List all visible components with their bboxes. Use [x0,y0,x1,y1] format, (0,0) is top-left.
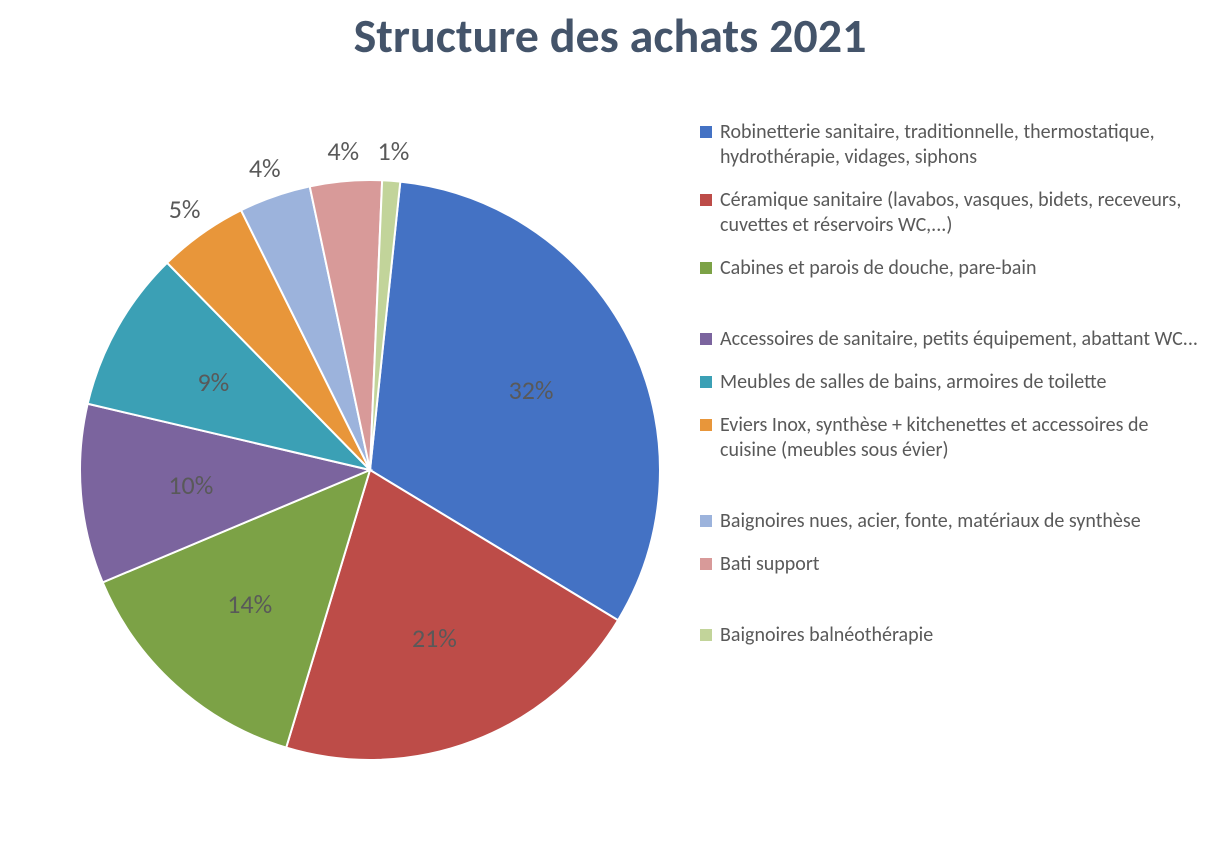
legend-label: Robinetterie sanitaire, traditionnelle, … [720,120,1200,170]
legend-label: Meubles de salles de bains, armoires de … [720,370,1200,395]
slice-percent-label: 4% [249,152,281,184]
slice-percent-label: 21% [412,622,457,654]
legend-swatch [700,515,712,527]
pie-chart-area: 32% 21% 14% 10% 9% 5% 4% 4% 1% [40,100,660,810]
legend-item: Baignoires balnéothérapie [700,623,1200,648]
legend-swatch [700,262,712,274]
legend-swatch [700,629,712,641]
legend-label: Céramique sanitaire (lavabos, vasques, b… [720,188,1200,238]
legend-item: Bati support [700,552,1200,577]
legend-item: Eviers Inox, synthèse + kitchenettes et … [700,413,1200,463]
legend-label: Baignoires balnéothérapie [720,623,1200,648]
legend-swatch [700,126,712,138]
slice-percent-label: 14% [227,588,272,620]
slice-percent-label: 32% [509,374,554,406]
legend-swatch [700,376,712,388]
chart-legend: Robinetterie sanitaire, traditionnelle, … [700,120,1200,666]
legend-item: Céramique sanitaire (lavabos, vasques, b… [700,188,1200,238]
legend-label: Eviers Inox, synthèse + kitchenettes et … [720,413,1200,463]
legend-item: Robinetterie sanitaire, traditionnelle, … [700,120,1200,170]
legend-item: Accessoires de sanitaire, petits équipem… [700,327,1200,352]
pie-chart-svg [40,100,660,810]
legend-swatch [700,419,712,431]
slice-percent-label: 1% [378,135,410,167]
legend-label: Accessoires de sanitaire, petits équipem… [720,327,1200,352]
slice-percent-label: 10% [168,469,213,501]
legend-item: Meubles de salles de bains, armoires de … [700,370,1200,395]
legend-item: Cabines et parois de douche, pare-bain [700,256,1200,281]
slice-percent-label: 4% [327,135,359,167]
slice-percent-label: 5% [169,193,201,225]
legend-label: Baignoires nues, acier, fonte, matériaux… [720,509,1200,534]
chart-container: Structure des achats 2021 32% 21% 14% 10% 9%… [0,0,1220,854]
slice-percent-label: 9% [197,366,229,398]
legend-item: Baignoires nues, acier, fonte, matériaux… [700,509,1200,534]
legend-label: Bati support [720,552,1200,577]
legend-swatch [700,558,712,570]
legend-swatch [700,194,712,206]
chart-title: Structure des achats 2021 [0,6,1220,65]
legend-swatch [700,333,712,345]
legend-label: Cabines et parois de douche, pare-bain [720,256,1200,281]
